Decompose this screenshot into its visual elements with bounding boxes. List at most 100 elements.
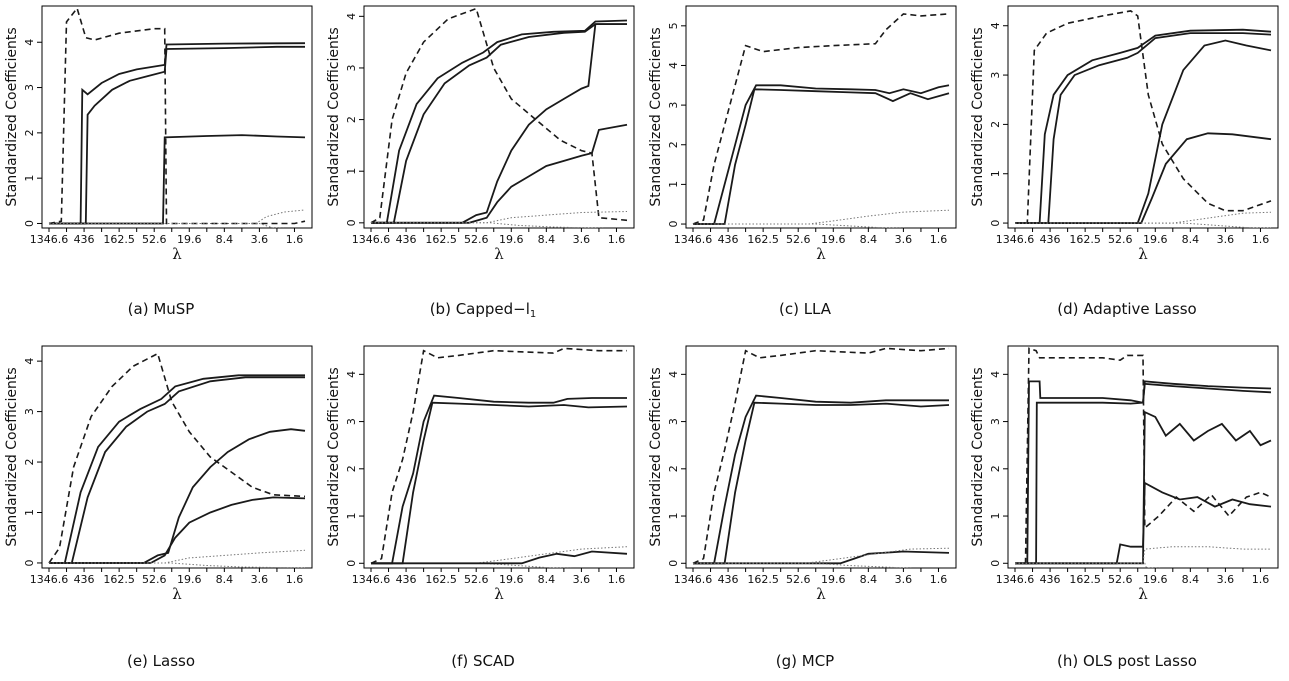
x-tick-label: 52.6: [1108, 573, 1133, 586]
caption-adaptive-lasso: (d) Adaptive Lasso: [1057, 300, 1197, 318]
x-tick-label: 3.6: [1217, 233, 1235, 246]
y-tick-label: 0: [667, 560, 680, 567]
plot-frame: [685, 5, 957, 229]
chart-lasso: 0 1 2 3 4 1346.6 436 162.5 52.6 19.6 8.4 3.6 1.6 Stan…: [4, 345, 313, 603]
series-line-dashed: [370, 7, 628, 224]
x-tick-label: 19.6: [1143, 573, 1168, 586]
chart-ols-post-lasso: 0 1 2 3 4 1346.6 436 162.5 52.6 19.6 8.4 3.6 1.6 Stan…: [970, 345, 1279, 603]
x-tick-label: 3.6: [895, 233, 913, 246]
y-tick-label: 2: [667, 141, 680, 148]
y-axis-label: Standardized Coefficients: [4, 27, 20, 206]
series-group: [1015, 10, 1272, 228]
series-group: [370, 7, 628, 228]
series-line-solid: [49, 45, 305, 225]
series-group: [48, 352, 306, 568]
x-tick-label: 19.6: [499, 573, 524, 586]
y-tick-label: 0: [667, 221, 680, 228]
series-line-dotted: [1015, 562, 1164, 568]
x-tick-label: 436: [718, 573, 739, 586]
y-axis-label: Standardized Coefficients: [648, 367, 664, 546]
y-tick-label: 3: [345, 418, 358, 425]
x-tick-label: 3.6: [573, 573, 591, 586]
y-tick-label: 1: [989, 513, 1002, 520]
x-tick-label: 8.4: [216, 233, 234, 246]
chart-scad: 0 1 2 3 4 1346.6 436 162.5 52.6 19.6 8.4 3.6 1.6 Stan…: [326, 345, 635, 603]
y-tick-label: 3: [23, 84, 36, 91]
series-line-dotted: [1015, 222, 1271, 228]
caption-lla: (c) LLA: [778, 300, 832, 318]
y-tick-label: 3: [667, 418, 680, 425]
y-axis-label: Standardized Coefficients: [4, 367, 20, 546]
x-tick-label: 162.5: [747, 233, 779, 246]
series-line-solid: [1015, 32, 1272, 224]
y-axis-label: Standardized Coefficients: [326, 27, 342, 206]
plot-frame: [41, 5, 313, 229]
x-tick-label: 52.6: [142, 573, 167, 586]
chart-lla: 0 1 2 3 4 5 1346.6 436 162.5 52.6 19.6 8.4 3.6 1.6 Sta…: [648, 5, 957, 263]
series-line-dotted: [693, 547, 950, 564]
y-tick-label: 4: [345, 13, 358, 20]
caption-capped-l1: (b) Capped−l1: [429, 300, 537, 320]
series-line-solid: [371, 23, 627, 224]
x-tick-label: 8.4: [538, 573, 556, 586]
series-line-dotted: [693, 223, 908, 228]
series-line-solid: [49, 42, 306, 225]
y-tick-label: 0: [23, 220, 36, 227]
x-tick-label: 436: [74, 233, 95, 246]
x-tick-label: 1.6: [1252, 573, 1270, 586]
series-line-solid: [1015, 28, 1272, 224]
plot-frame: [685, 345, 957, 569]
x-tick-label: 3.6: [895, 573, 913, 586]
series-group: [1015, 347, 1272, 568]
y-axis-label: Standardized Coefficients: [970, 27, 986, 206]
x-tick-label: 162.5: [103, 233, 135, 246]
y-tick-label: 4: [667, 62, 680, 69]
caption-scad: (f) SCAD: [451, 652, 515, 670]
x-tick-label: 1.6: [1252, 233, 1270, 246]
x-tick-label: 52.6: [786, 233, 811, 246]
y-tick-label: 2: [989, 121, 1002, 128]
panel-capped-l1: 0 1 2 3 4 1346.6 436 162.5 52.6 19.6 8.4 3.6 1.6 Stan…: [322, 0, 644, 340]
series-group: [48, 6, 306, 228]
x-tick-label: 436: [396, 573, 417, 586]
x-tick-label: 1346.6: [352, 573, 391, 586]
panel-lasso: 0 1 2 3 4 1346.6 436 162.5 52.6 19.6 8.4 3.6 1.6 Stan…: [0, 340, 322, 680]
x-tick-label: 436: [1040, 573, 1061, 586]
series-line-dashed: [1015, 347, 1272, 565]
y-tick-label: 1: [989, 170, 1002, 177]
x-tick-label: 8.4: [860, 233, 878, 246]
x-tick-label: 162.5: [1069, 233, 1101, 246]
x-axis-label: λ: [1138, 245, 1148, 263]
y-tick-label: 4: [345, 371, 358, 378]
series-line-solid: [49, 496, 306, 564]
series-line-dotted: [49, 562, 306, 568]
series-line-solid: [693, 84, 950, 225]
x-tick-label: 1346.6: [674, 573, 713, 586]
y-tick-label: 3: [667, 102, 680, 109]
chart-adaptive-lasso: 0 1 2 3 4 1346.6 436 162.5 52.6 19.6 8.4 3.6 1.6 Stan…: [970, 5, 1279, 263]
x-tick-label: 1346.6: [674, 233, 713, 246]
x-tick-label: 1.6: [930, 233, 948, 246]
series-line-solid: [49, 428, 306, 564]
x-tick-label: 162.5: [425, 233, 457, 246]
y-tick-label: 1: [667, 181, 680, 188]
plot-frame: [1007, 345, 1279, 569]
chart-mcp: 0 1 2 3 4 1346.6 436 162.5 52.6 19.6 8.4 3.6 1.6 Stan…: [648, 345, 957, 603]
x-tick-label: 1.6: [286, 573, 304, 586]
series-line-solid: [1015, 132, 1272, 224]
series-line-solid: [49, 376, 305, 564]
series-line-dotted: [49, 223, 286, 228]
series-line-dotted: [371, 211, 628, 224]
y-tick-label: 1: [23, 509, 36, 516]
x-tick-label: 19.6: [499, 233, 524, 246]
x-tick-label: 19.6: [177, 573, 202, 586]
x-axis-label: λ: [494, 245, 504, 263]
x-tick-label: 1.6: [608, 573, 626, 586]
y-tick-label: 1: [23, 175, 36, 182]
x-axis-label: λ: [816, 585, 826, 603]
y-tick-label: 0: [989, 220, 1002, 227]
series-line-dotted: [49, 209, 306, 224]
x-tick-label: 52.6: [464, 233, 489, 246]
series-line-dotted: [371, 562, 573, 568]
